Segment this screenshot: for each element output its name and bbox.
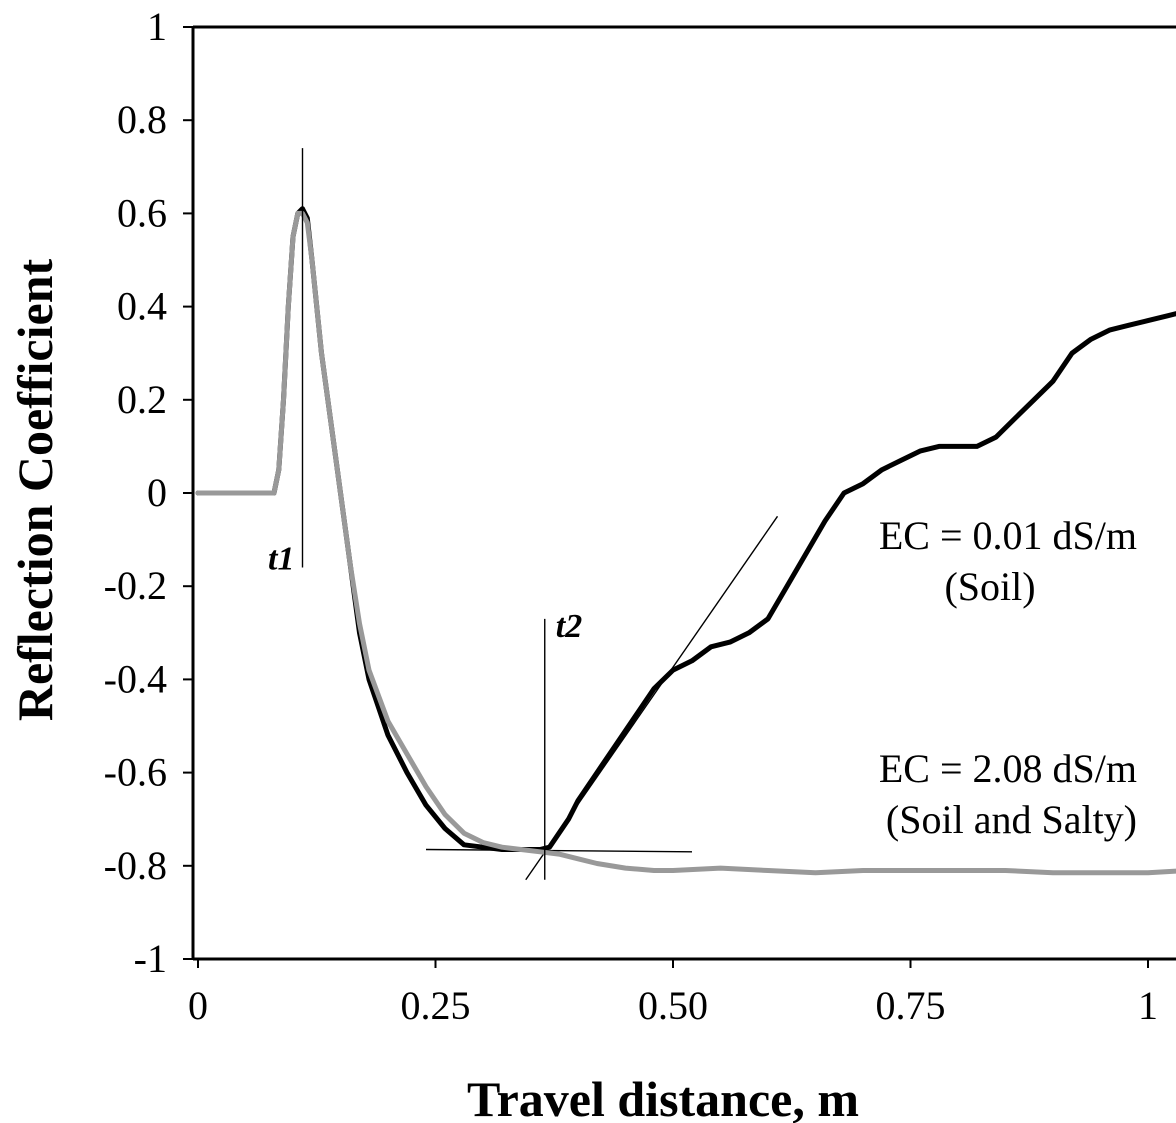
y-tick-label: -0.8 xyxy=(104,843,167,888)
x-tick-label: 1 xyxy=(1138,983,1158,1028)
y-tick-label: 0.4 xyxy=(117,284,167,329)
y-tick-label: 0.8 xyxy=(117,97,167,142)
y-tick-label: -1 xyxy=(134,936,167,981)
marker-label-t1: t1 xyxy=(268,541,294,578)
series-line-salty xyxy=(195,210,1176,876)
marker-layer: t1 t2 xyxy=(268,148,582,880)
y-tick-label: -0.4 xyxy=(104,656,167,701)
x-tick-label: 0.50 xyxy=(638,983,708,1028)
annotation-label: EC = 2.08 dS/m xyxy=(879,746,1137,791)
y-tick-label: 1 xyxy=(147,4,167,49)
y-axis-title: Reflection Coefficient xyxy=(7,259,63,722)
reference-lines xyxy=(425,515,779,881)
annotation-layer: EC = 0.01 dS/m (Soil) EC = 2.08 dS/m (Soil … xyxy=(879,513,1137,842)
y-tick-label: 0.6 xyxy=(117,190,167,235)
x-axis-title: Travel distance, m xyxy=(467,1071,859,1123)
x-tick-label: 0.75 xyxy=(876,983,946,1028)
y-tick-label: 0 xyxy=(147,470,167,515)
x-axis-ticks: 0 0.25 0.50 0.75 1 xyxy=(188,959,1158,1028)
tangent-line xyxy=(425,848,693,853)
series-layer xyxy=(195,206,1176,876)
annotation-label: (Soil and Salty) xyxy=(886,797,1137,842)
y-tick-label: -0.2 xyxy=(104,563,167,608)
x-tick-label: 0.25 xyxy=(401,983,471,1028)
annotation-label: (Soil) xyxy=(944,564,1035,609)
annotation-label: EC = 0.01 dS/m xyxy=(879,513,1137,558)
y-axis-ticks: 1 0.8 0.6 0.4 0.2 0 -0.2 -0.4 -0.6 -0.8 -1 xyxy=(104,4,193,981)
y-tick-label: -0.6 xyxy=(104,750,167,795)
marker-label-t2: t2 xyxy=(556,608,582,645)
y-tick-label: 0.2 xyxy=(117,377,167,422)
x-tick-label: 0 xyxy=(188,983,208,1028)
